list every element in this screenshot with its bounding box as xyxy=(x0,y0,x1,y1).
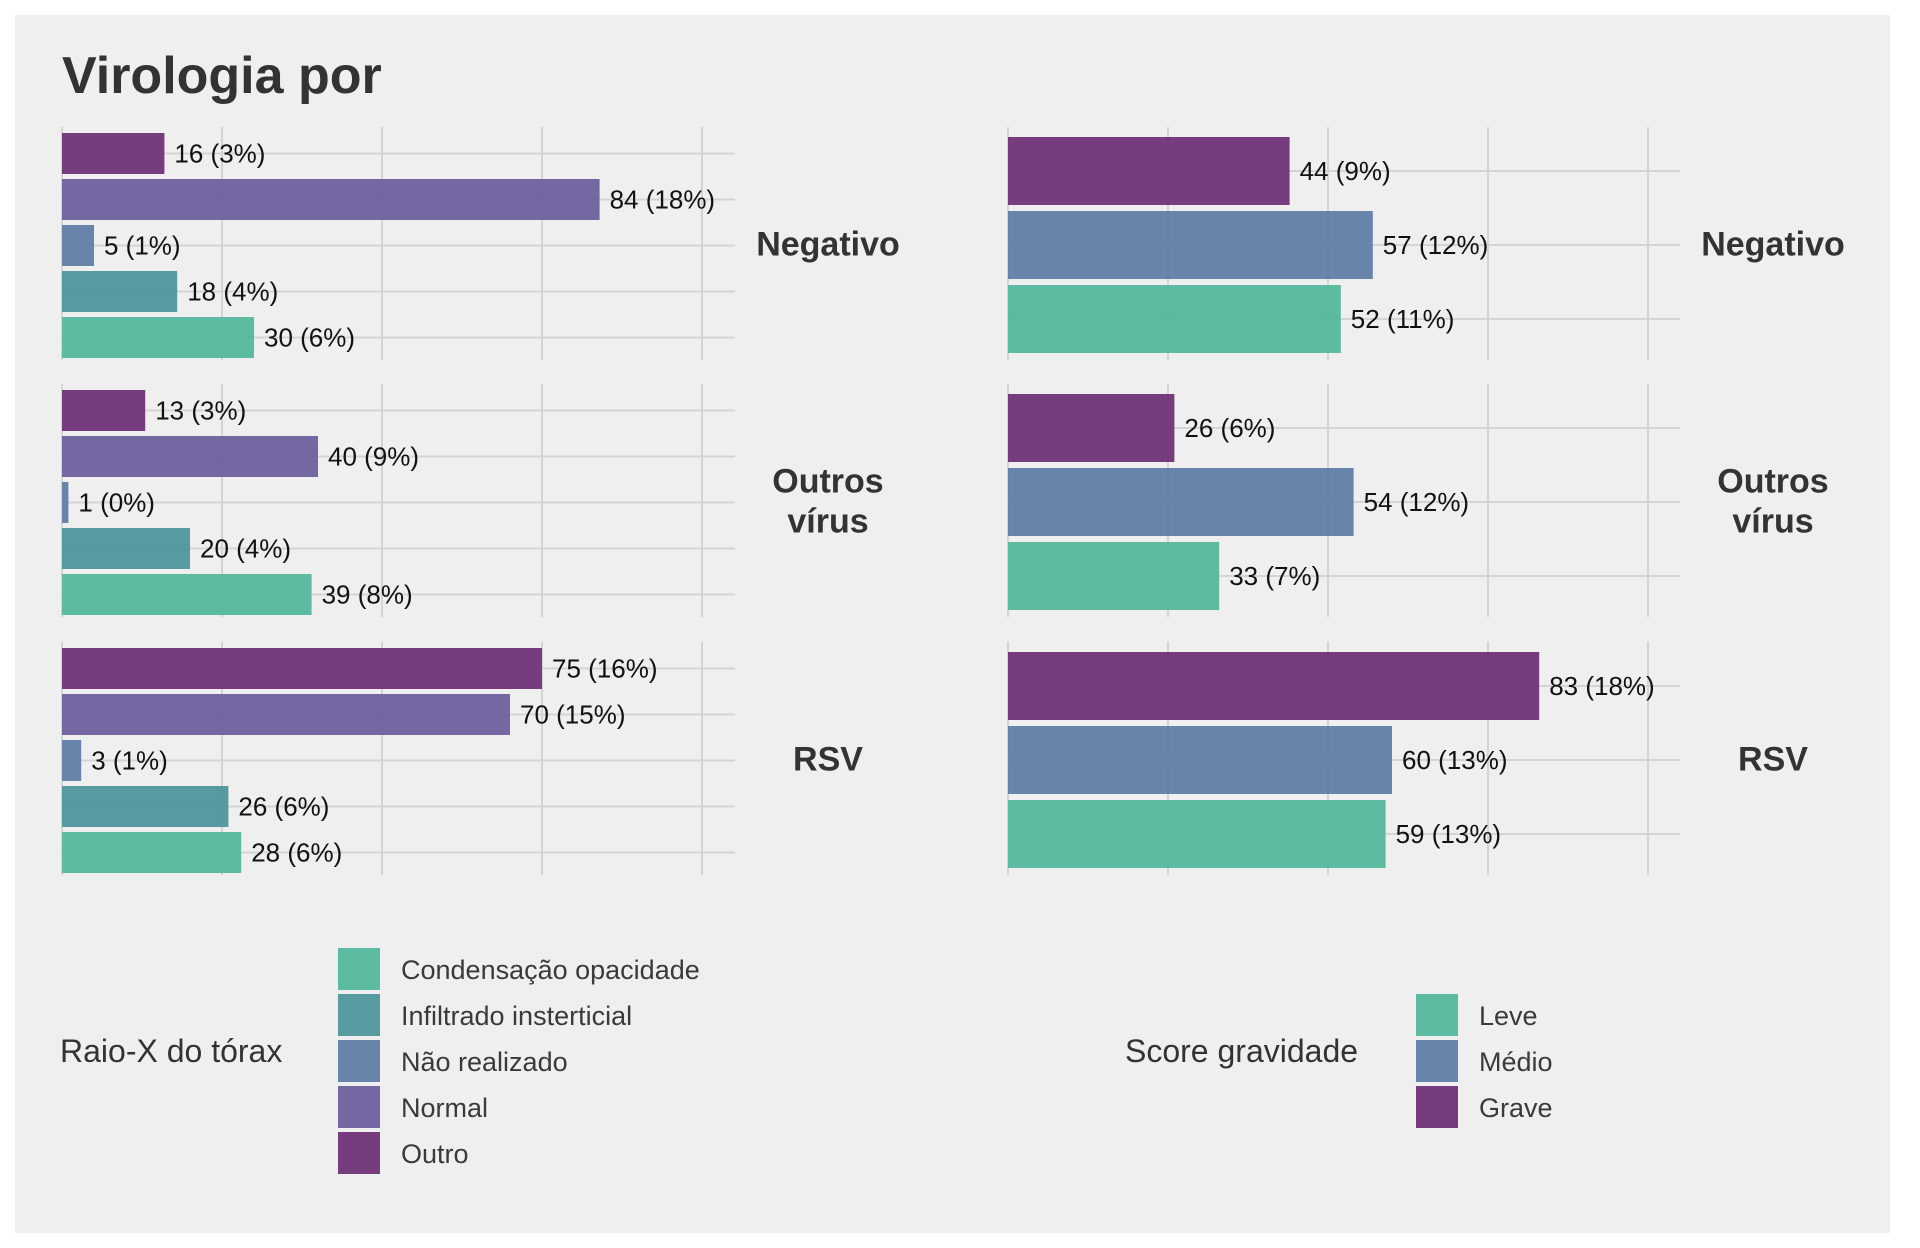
bar-rsv-normal xyxy=(62,694,510,735)
legend-label-medio: Médio xyxy=(1479,1047,1553,1077)
right-facet-label-rsv: RSV xyxy=(1738,741,1808,779)
bar-outros-virus-normal xyxy=(62,436,318,477)
chart-title: Virologia por xyxy=(62,47,382,105)
bar-negativo-infiltrado-insterticial xyxy=(62,271,178,312)
right-facet-rsv: 83 (18%) 60 (13%) 59 (13%) RSV xyxy=(1007,642,1808,875)
data-label-outros-virus-medio: 54 (12%) xyxy=(1364,487,1470,517)
data-label-rsv-outro: 75 (16%) xyxy=(552,654,658,684)
data-label-rsv-medio: 60 (13%) xyxy=(1402,745,1508,775)
data-label-negativo-leve: 52 (11%) xyxy=(1351,304,1455,334)
legend-swatch-infiltrado-insterticial xyxy=(338,994,380,1036)
data-label-rsv-condensacao-opacidade: 28 (6%) xyxy=(251,838,342,868)
legend-swatch-outro xyxy=(338,1132,380,1174)
left-facet-negativo: 16 (3%) 84 (18%) 5 (1%)18 (4%) 30 (6%) Negat… xyxy=(61,127,900,360)
legend-title: Raio-X do tórax xyxy=(60,1033,282,1069)
bar-negativo-outro xyxy=(62,133,165,174)
right-chart: 44 (9%) 57 (12%) 52 (11%) Negativo 26 (6%) 54… xyxy=(1007,127,1845,1128)
left-facet-outros-virus: 13 (3%) 40 (9%) 1 (0%) 20 (4%) 39 (8%) Outros… xyxy=(61,384,884,617)
legend-label-leve: Leve xyxy=(1479,1001,1538,1031)
left-facet-label-negativo: Negativo xyxy=(756,226,900,264)
legend-label-outro: Outro xyxy=(401,1139,469,1169)
right-facet-label-outros-virus: vírus xyxy=(1732,503,1813,541)
data-label-rsv-nao-realizado: 3 (1%) xyxy=(91,746,168,776)
data-label-negativo-nao-realizado: 5 (1%) xyxy=(104,231,181,261)
bar-outros-virus-leve xyxy=(1008,542,1220,610)
data-label-negativo-infiltrado-insterticial: 18 (4%) xyxy=(187,277,278,307)
data-label-outros-virus-outro: 13 (3%) xyxy=(155,396,246,426)
legend-swatch-grave xyxy=(1416,1086,1458,1128)
left-legend: Raio-X do tórax Condensação opacidade Infi… xyxy=(60,948,700,1174)
data-label-rsv-leve: 59 (13%) xyxy=(1396,819,1502,849)
data-label-rsv-normal: 70 (15%) xyxy=(520,700,626,730)
legend-swatch-nao-realizado xyxy=(338,1040,380,1082)
data-label-negativo-normal: 84 (18%) xyxy=(610,185,716,215)
bar-negativo-condensacao-opacidade xyxy=(62,317,254,358)
data-label-outros-virus-condensacao-opacidade: 39 (8%) xyxy=(322,580,413,610)
left-facet-rsv: 75 (16%) 70 (15%) 3 (1%) 26 (6%) 28 (6%) RSV xyxy=(61,642,863,875)
legend-label-condensacao-opacidade: Condensação opacidade xyxy=(401,955,700,985)
bar-negativo-grave xyxy=(1008,137,1290,205)
bar-negativo-leve xyxy=(1008,285,1341,353)
data-label-outros-virus-leve: 33 (7%) xyxy=(1229,561,1320,591)
legend-swatch-condensacao-opacidade xyxy=(338,948,380,990)
bar-rsv-leve xyxy=(1008,800,1386,868)
data-label-outros-virus-normal: 40 (9%) xyxy=(328,442,419,472)
bar-rsv-infiltrado-insterticial xyxy=(62,786,229,827)
bar-outros-virus-medio xyxy=(1008,468,1354,536)
data-label-rsv-grave: 83 (18%) xyxy=(1549,671,1655,701)
bar-negativo-normal xyxy=(62,179,600,220)
legend-swatch-medio xyxy=(1416,1040,1458,1082)
left-facet-label-outros-virus: Outros xyxy=(772,463,883,501)
bar-rsv-grave xyxy=(1008,652,1540,720)
bar-rsv-condensacao-opacidade xyxy=(62,832,242,873)
right-legend: Score gravidade Leve Médio Grave xyxy=(1125,994,1553,1128)
left-chart: 16 (3%) 84 (18%) 5 (1%)18 (4%) 30 (6%) Negat… xyxy=(60,127,900,1174)
data-label-outros-virus-grave: 26 (6%) xyxy=(1184,413,1275,443)
bar-outros-virus-grave xyxy=(1008,394,1175,462)
legend-title: Score gravidade xyxy=(1125,1033,1358,1069)
left-facet-label-outros-virus: vírus xyxy=(787,503,868,541)
bar-negativo-nao-realizado xyxy=(62,225,94,266)
legend-label-infiltrado-insterticial: Infiltrado insterticial xyxy=(401,1001,632,1031)
left-facet-label-rsv: RSV xyxy=(793,741,863,779)
data-label-outros-virus-infiltrado-insterticial: 20 (4%) xyxy=(200,534,291,564)
bar-rsv-outro xyxy=(62,648,542,689)
data-label-outros-virus-nao-realizado: 1 (0%) xyxy=(78,488,155,518)
data-label-rsv-infiltrado-insterticial: 26 (6%) xyxy=(238,792,329,822)
right-facet-negativo: 44 (9%) 57 (12%) 52 (11%) Negativo xyxy=(1007,127,1845,360)
legend-label-normal: Normal xyxy=(401,1093,488,1123)
data-label-negativo-condensacao-opacidade: 30 (6%) xyxy=(264,323,355,353)
bar-outros-virus-infiltrado-insterticial xyxy=(62,528,190,569)
data-label-negativo-outro: 16 (3%) xyxy=(174,139,265,169)
data-label-negativo-grave: 44 (9%) xyxy=(1300,156,1391,186)
bar-outros-virus-nao-realizado xyxy=(62,482,69,523)
bar-outros-virus-outro xyxy=(62,390,146,431)
bar-negativo-medio xyxy=(1008,211,1373,279)
bar-outros-virus-condensacao-opacidade xyxy=(62,574,312,615)
legend-swatch-normal xyxy=(338,1086,380,1128)
right-facet-label-negativo: Negativo xyxy=(1701,226,1845,264)
bar-rsv-nao-realizado xyxy=(62,740,82,781)
bar-rsv-medio xyxy=(1008,726,1392,794)
legend-label-grave: Grave xyxy=(1479,1093,1553,1123)
legend-label-nao-realizado: Não realizado xyxy=(401,1047,568,1077)
legend-swatch-leve xyxy=(1416,994,1458,1036)
data-label-negativo-medio: 57 (12%) xyxy=(1383,230,1489,260)
right-facet-label-outros-virus: Outros xyxy=(1717,463,1828,501)
